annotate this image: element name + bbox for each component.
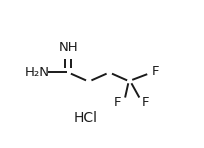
Text: F: F (151, 65, 159, 78)
Text: NH: NH (58, 41, 78, 54)
Text: F: F (142, 96, 149, 109)
Text: F: F (114, 96, 122, 109)
Text: H₂N: H₂N (25, 66, 50, 79)
Text: HCl: HCl (74, 111, 98, 125)
